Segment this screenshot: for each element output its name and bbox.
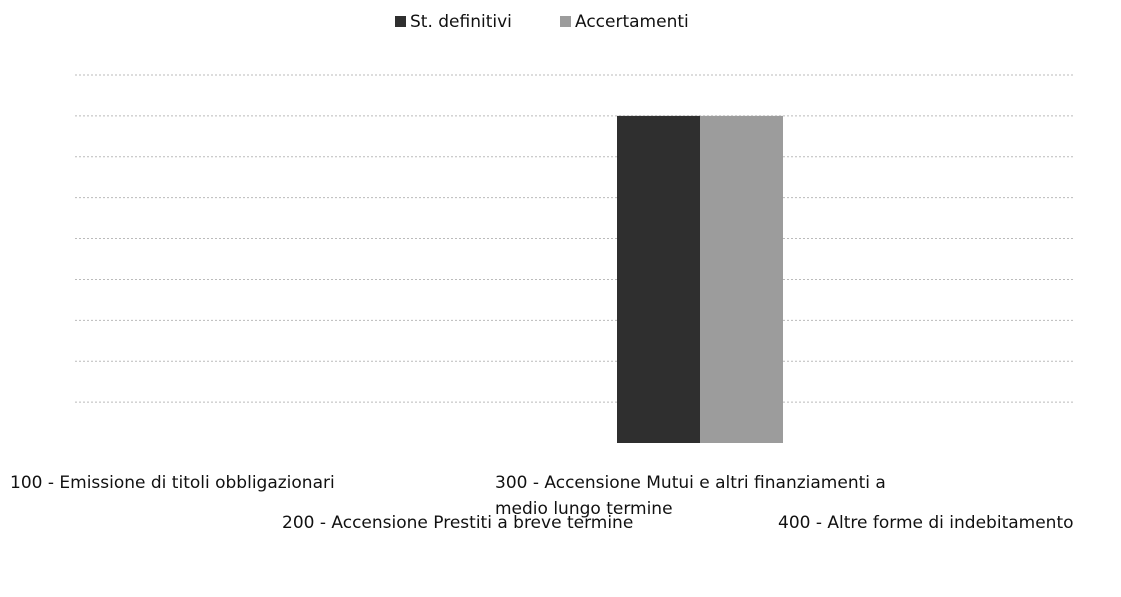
legend-label: St. definitivi bbox=[410, 12, 512, 32]
x-tick-label: 100 - Emissione di titoli obbligazionari bbox=[10, 473, 335, 493]
legend-swatch bbox=[560, 16, 571, 27]
legend-swatch bbox=[395, 16, 406, 27]
x-tick-label: 200 - Accensione Prestiti a breve termin… bbox=[282, 513, 634, 533]
x-tick-label: 300 - Accensione Mutui e altri finanziam… bbox=[495, 473, 886, 519]
bar bbox=[700, 115, 783, 443]
x-tick-label: 400 - Altre forme di indebitamento bbox=[778, 513, 1074, 533]
bar bbox=[617, 115, 700, 443]
legend-label: Accertamenti bbox=[575, 12, 689, 32]
